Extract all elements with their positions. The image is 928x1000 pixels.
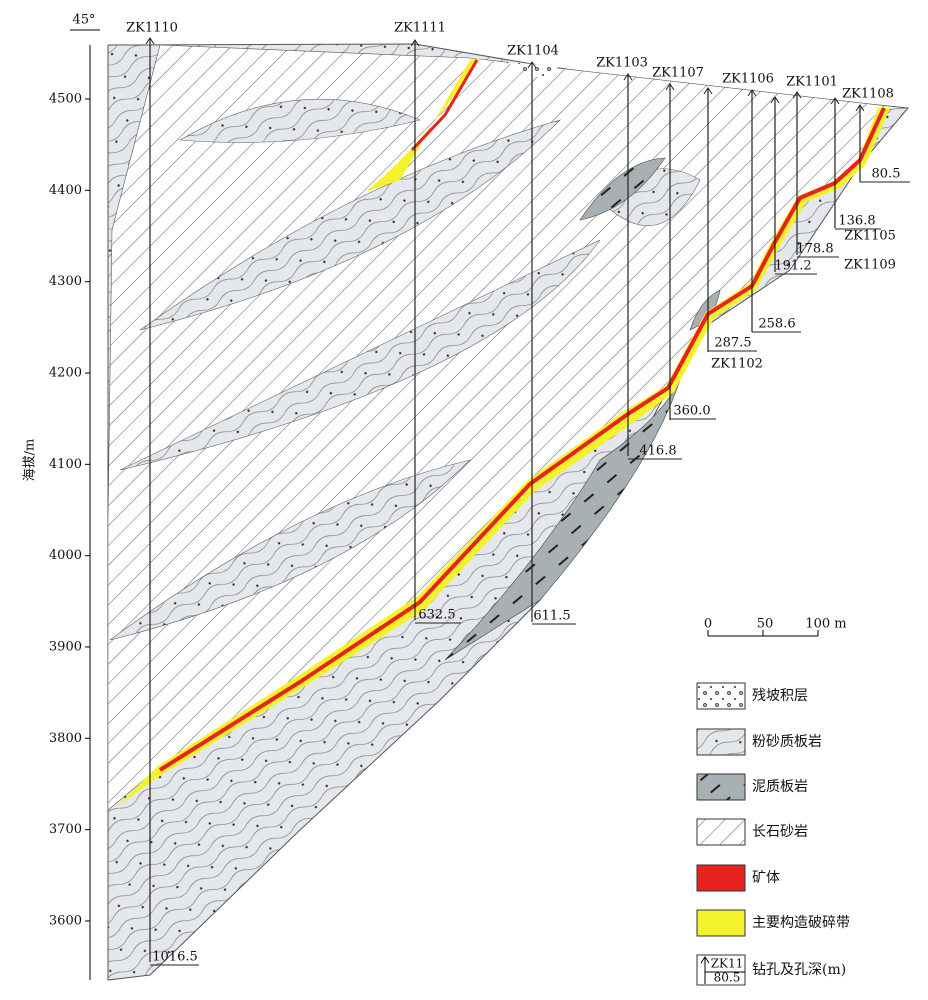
borehole-name: ZK1106 [722, 72, 774, 87]
icon-depth: 80.5 [714, 971, 741, 985]
borehole-depth: 178.8 [796, 242, 833, 257]
icon-name: ZK11 [711, 957, 744, 971]
y-tick-label: 4000 [49, 548, 82, 563]
y-tick-label: 3600 [49, 913, 82, 928]
scale-label: 100 m [805, 617, 846, 632]
borehole-arrow [623, 73, 633, 81]
legend-swatch [696, 909, 746, 937]
borehole-name: ZK1108 [842, 87, 894, 102]
borehole-arrow [665, 83, 675, 91]
y-tick-label: 4200 [49, 365, 82, 380]
borehole-arrow [747, 89, 757, 97]
borehole-name: ZK1111 [394, 21, 446, 36]
legend-swatch [696, 682, 746, 710]
borehole-arrow [792, 91, 802, 99]
borehole-name: ZK1109 [844, 258, 896, 273]
borehole-depth: 360.0 [673, 404, 710, 419]
borehole-depth: 258.6 [758, 317, 795, 332]
scale-label: 0 [704, 617, 712, 632]
ore-body-upper [410, 59, 479, 152]
borehole-arrow [410, 39, 420, 47]
borehole-name: ZK1102 [711, 357, 763, 372]
borehole-depth: 416.8 [639, 444, 676, 459]
borehole-name: ZK1104 [507, 44, 559, 59]
borehole-arrow [855, 104, 865, 112]
legend: ZK11 80.5 [696, 682, 746, 986]
y-tick-label: 3900 [49, 639, 82, 654]
borehole-name: ZK1107 [652, 66, 704, 81]
scale-label: 50 [757, 617, 774, 632]
legend-label: 主要构造破碎带 [752, 915, 850, 931]
borehole-depth: 80.5 [872, 167, 901, 182]
borehole-depth: 287.5 [714, 336, 751, 351]
borehole-depth: 632.5 [418, 608, 455, 623]
y-tick-label: 4500 [49, 92, 82, 107]
y-tick-label: 4100 [49, 457, 82, 472]
borehole-name: ZK1110 [126, 21, 178, 36]
scale-bar: 0 50 100 m [704, 617, 847, 637]
legend-label: 粉砂质板岩 [752, 734, 822, 750]
y-tick-label: 4300 [49, 274, 82, 289]
borehole-arrow [770, 96, 780, 104]
borehole-arrow [527, 61, 537, 69]
borehole-arrow [703, 87, 713, 95]
legend-swatch [696, 864, 746, 892]
legend-swatch [696, 728, 746, 756]
legend-swatch [696, 773, 746, 801]
icon-arrow [700, 956, 710, 964]
legend-label: 矿体 [752, 870, 780, 886]
legend-swatch [696, 818, 746, 846]
y-tick-label: 4400 [49, 183, 82, 198]
legend-label: 钻孔及孔深(m) [752, 962, 846, 978]
borehole-arrow [830, 97, 840, 105]
axis-title: 海拔/m [23, 439, 38, 482]
legend-label: 长石砂岩 [752, 824, 808, 840]
y-tick-label: 3700 [49, 822, 82, 837]
borehole-depth: 1016.5 [152, 950, 198, 965]
legend-label: 残坡积层 [752, 688, 808, 704]
y-tick-label: 3800 [49, 731, 82, 746]
angle-label: 45° [72, 13, 95, 28]
borehole-depth: 611.5 [533, 609, 570, 624]
borehole-name: ZK1101 [786, 75, 838, 90]
borehole-depth: 136.8 [838, 214, 875, 229]
siltstone-lens [109, 98, 701, 641]
borehole-name: ZK1103 [596, 56, 648, 71]
borehole-name: ZK1105 [844, 229, 896, 244]
legend-label: 泥质板岩 [752, 779, 808, 795]
borehole-depth: 191.2 [774, 259, 811, 274]
borehole-arrow [145, 37, 155, 45]
